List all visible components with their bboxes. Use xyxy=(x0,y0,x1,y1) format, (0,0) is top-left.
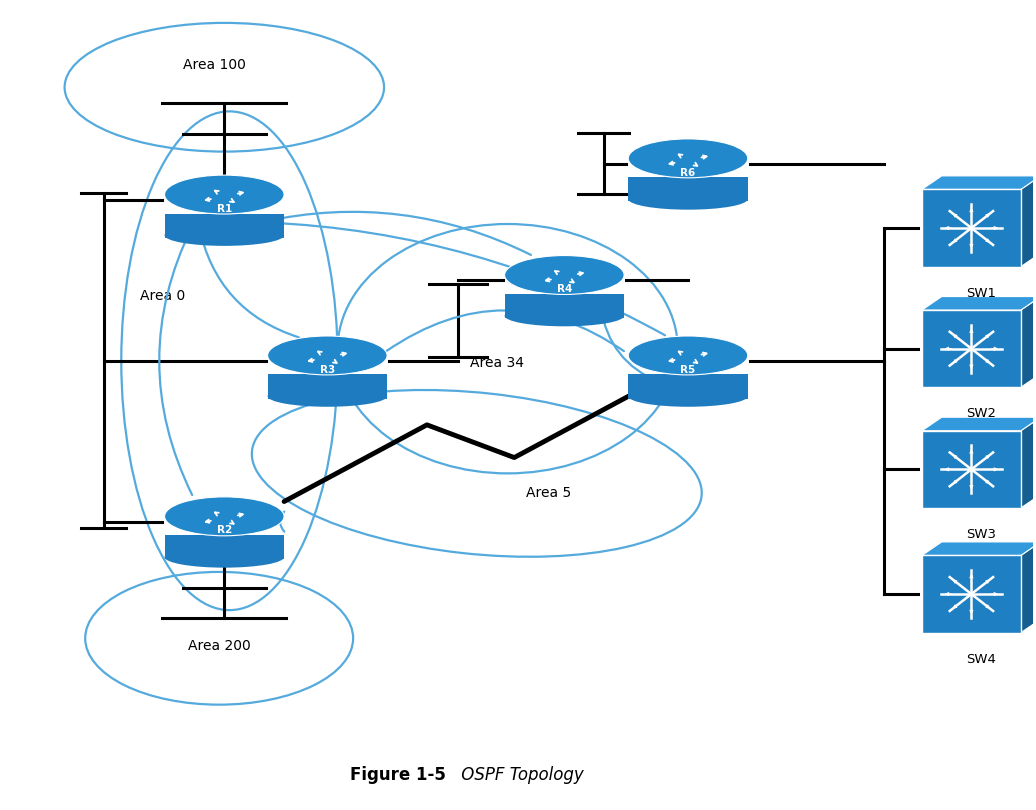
Polygon shape xyxy=(628,374,748,399)
Polygon shape xyxy=(505,294,624,318)
Ellipse shape xyxy=(628,189,748,210)
Text: Area 5: Area 5 xyxy=(526,487,572,501)
Ellipse shape xyxy=(505,255,624,295)
Text: SW1: SW1 xyxy=(967,287,997,300)
Polygon shape xyxy=(922,542,1036,556)
Ellipse shape xyxy=(267,336,387,375)
Ellipse shape xyxy=(165,497,284,535)
FancyBboxPatch shape xyxy=(922,556,1020,633)
FancyBboxPatch shape xyxy=(922,431,1020,508)
Polygon shape xyxy=(922,417,1036,431)
Ellipse shape xyxy=(165,547,284,568)
Ellipse shape xyxy=(165,224,284,246)
FancyBboxPatch shape xyxy=(922,190,1020,266)
Text: Area 100: Area 100 xyxy=(182,58,246,72)
Text: Figure 1-5: Figure 1-5 xyxy=(350,766,445,784)
Polygon shape xyxy=(1020,417,1036,508)
FancyBboxPatch shape xyxy=(922,310,1020,387)
Text: OSPF Topology: OSPF Topology xyxy=(456,766,584,784)
Ellipse shape xyxy=(267,386,387,407)
Text: R5: R5 xyxy=(681,364,695,374)
Text: R6: R6 xyxy=(681,168,695,177)
Text: SW4: SW4 xyxy=(967,653,997,666)
Polygon shape xyxy=(628,177,748,202)
Ellipse shape xyxy=(628,139,748,178)
Text: SW2: SW2 xyxy=(967,407,997,420)
Text: R2: R2 xyxy=(217,526,232,535)
Text: SW3: SW3 xyxy=(967,528,997,541)
Polygon shape xyxy=(1020,542,1036,633)
Polygon shape xyxy=(165,214,284,237)
Polygon shape xyxy=(1020,176,1036,266)
Polygon shape xyxy=(922,176,1036,190)
Ellipse shape xyxy=(505,305,624,326)
Text: Area 200: Area 200 xyxy=(188,639,251,654)
Text: R3: R3 xyxy=(320,364,335,374)
Polygon shape xyxy=(267,374,387,399)
Polygon shape xyxy=(165,535,284,560)
Ellipse shape xyxy=(628,336,748,375)
Text: Area 0: Area 0 xyxy=(140,289,185,304)
Polygon shape xyxy=(922,296,1036,310)
Text: Area 34: Area 34 xyxy=(470,356,524,370)
Ellipse shape xyxy=(628,386,748,407)
Ellipse shape xyxy=(165,175,284,214)
Polygon shape xyxy=(1020,296,1036,387)
Text: R4: R4 xyxy=(556,284,572,294)
Text: R1: R1 xyxy=(217,204,232,214)
